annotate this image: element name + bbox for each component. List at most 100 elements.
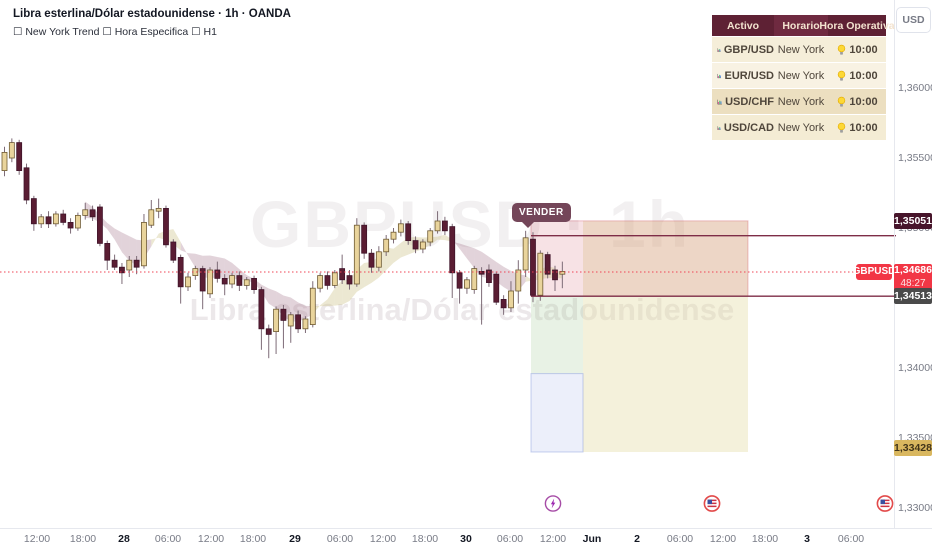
candle-body [89,209,96,218]
time-tick-label: 30 [460,533,472,545]
ma-ribbon-segment [180,242,188,256]
bulb-icon [838,44,846,55]
currency-button[interactable]: USD [896,7,931,33]
candle-body [375,251,382,268]
bulb-icon [838,70,846,81]
ma-ribbon-segment [334,280,343,306]
candle-body [8,142,15,159]
session-time: 10:00 [828,89,886,114]
session-row: USD/CHF New York 10:00 [712,89,886,114]
time-tick-label: 2 [634,533,640,545]
ma-ribbon-segment [327,288,335,307]
candle-body [302,318,309,330]
time-tick-label: 29 [289,533,301,545]
ma-ribbon-segment [224,258,233,280]
candle-body [295,314,302,330]
resistance-price-badge: 1,35051 [894,212,932,229]
asset-label: GBP/USD [723,43,774,56]
us-economic-event-flag-icon[interactable] [876,495,894,512]
candle-body [383,238,390,253]
candle-body [441,220,448,232]
session-row: USD/CAD New York 10:00 [712,115,886,140]
sell-signal-label: VENDER [512,203,571,228]
economic-event-lightning-icon[interactable] [544,495,562,512]
candle-body [148,209,155,226]
ma-ribbon-segment [364,261,372,288]
candle-body [508,290,514,309]
price-zone-target-zone [530,373,584,453]
ma-ribbon-segment [320,299,328,307]
session-schedule: New York [774,37,828,62]
ma-ribbon-segment [107,222,115,240]
asset-chart-icon [717,73,722,78]
candle-body [273,308,279,333]
column-header-hora-operativa: Hora Operativa [819,15,895,36]
session-asset: USD/CAD [712,115,774,140]
time-label: 10:00 [849,69,878,82]
candle-body [52,213,59,225]
session-time: 10:00 [828,37,886,62]
candle-body [243,279,250,286]
ma-ribbon-segment [466,245,475,269]
candle-body [133,259,140,268]
candle-body [544,254,551,275]
candle-body [405,223,412,242]
price-tick-label: 1,33000 [898,502,932,514]
candle-body [251,277,257,290]
indicator-subtitle: ☐ New York Trend ☐ Hora Especifica ☐ H1 [13,26,217,38]
candle-body [60,213,67,223]
price-tick-label: 1,35500 [898,152,932,164]
candle-body [155,207,162,212]
time-tick-label: 06:00 [666,533,694,545]
candle-body [390,231,397,240]
asset-chart-icon [717,99,722,104]
candle-body [119,266,125,274]
time-tick-label: 12:00 [197,533,225,545]
session-asset: GBP/USD [712,37,774,62]
time-tick-label: Jun [582,533,602,545]
candle-body [530,238,536,296]
symbol-title: Libra esterlina/Dólar estadounidense · 1… [13,8,291,20]
candle-body [515,269,522,292]
candle-body [456,272,463,289]
sessions-table-header: Activo Horario Hora Operativa [712,15,895,36]
ma-ribbon-segment [268,288,277,309]
time-axis[interactable]: 12:00 18:00 28 06:00 12:00 18:00 29 06:00 12:00 1… [0,528,932,550]
candle-body [82,209,89,216]
asset-chart-icon [717,47,721,52]
ma-ribbon-segment [121,232,130,261]
candle-body [412,240,419,250]
candle-body [317,275,324,289]
time-tick-label: 18:00 [69,533,97,545]
bulb-icon [838,96,846,107]
time-tick-label: 12:00 [369,533,397,545]
time-tick-label: 3 [804,533,810,545]
candle-body [353,224,360,285]
column-header-horario: Horario [774,15,828,36]
candle-body [427,230,434,243]
candle-body [522,237,529,271]
price-zone-profit-zone [531,296,583,374]
time-label: 10:00 [849,95,878,108]
ma-ribbon-segment [129,236,137,266]
ma-ribbon-segment [342,279,350,305]
time-tick-label: 06:00 [154,533,182,545]
time-tick-label: 06:00 [326,533,354,545]
asset-label: USD/CHF [725,95,774,108]
candle-body [45,216,52,225]
candle-body [537,252,544,296]
candle-body [236,275,243,286]
session-asset: EUR/USD [712,63,774,88]
column-header-activo: Activo [712,15,774,36]
session-time: 10:00 [828,63,886,88]
candle-body [265,328,272,335]
candle-body [280,308,287,321]
session-row: GBP/USD New York 10:00 [712,37,886,62]
last-price-badge: 1,34686 48:27 [894,263,932,291]
symbol-price-flag: GBPUSD [853,263,895,280]
candle-body [464,279,470,289]
us-economic-event-flag-icon[interactable] [703,495,721,512]
candle-body [449,226,456,274]
candle-body [486,269,492,283]
